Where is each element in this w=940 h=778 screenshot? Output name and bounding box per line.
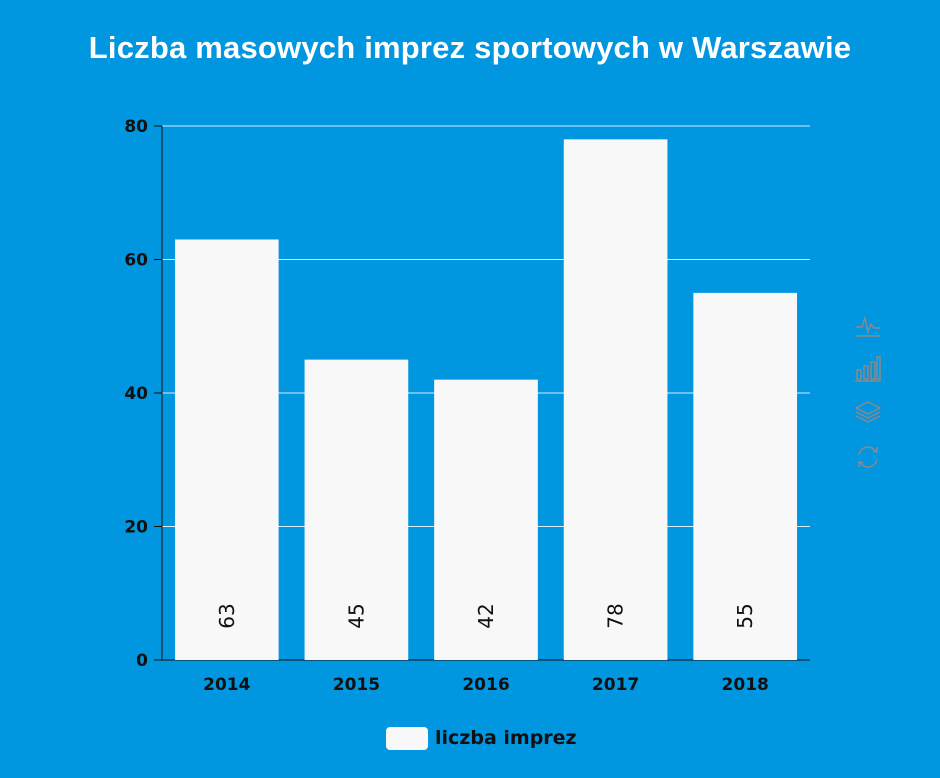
line-chart-icon[interactable] [853,310,883,340]
bar [434,379,538,660]
legend-swatch [386,726,428,750]
bar [304,359,409,660]
bar [563,139,668,661]
y-tick-label: 40 [124,384,148,404]
x-tick-label: 2018 [722,675,769,695]
bar [693,292,798,660]
data-label: 78 [604,603,628,628]
y-tick-label: 60 [124,251,148,271]
y-tick-label: 80 [124,117,148,137]
x-tick-label: 2017 [592,675,639,695]
legend-label: liczba imprez [435,727,577,749]
chart-title: Liczba masowych imprez sportowych w Wars… [88,30,852,65]
x-tick-label: 2015 [333,675,380,695]
x-tick-label: 2016 [462,675,509,695]
bar [174,239,279,660]
chart-legend[interactable]: liczba imprez [386,726,577,750]
chart-toolbox [853,310,885,486]
y-tick-label: 20 [124,518,148,538]
stack-icon[interactable] [853,398,883,428]
y-tick-label: 0 [136,651,148,671]
data-label: 55 [733,603,757,628]
restore-icon[interactable] [853,442,883,472]
data-label: 42 [474,603,498,628]
x-tick-label: 2014 [203,675,250,695]
data-label: 45 [344,603,368,628]
bar-chart-icon[interactable] [853,354,883,384]
data-label: 63 [215,603,239,628]
